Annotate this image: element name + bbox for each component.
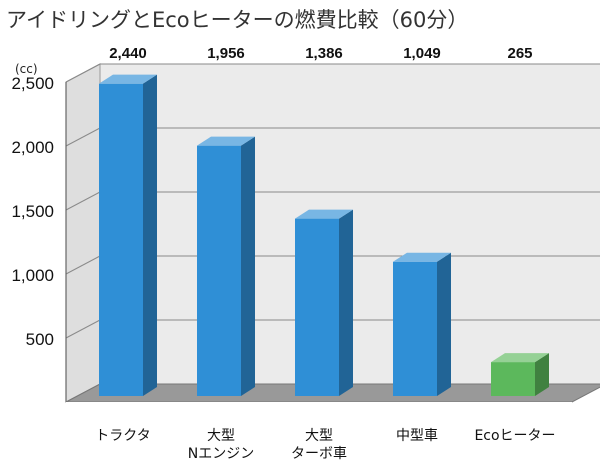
bar xyxy=(491,353,549,396)
x-tick-label: Nエンジン xyxy=(188,446,254,462)
gridline-side xyxy=(65,127,101,147)
y-tick-label: 2,000 xyxy=(11,138,54,157)
gridline-side xyxy=(65,63,101,83)
bar xyxy=(295,209,353,396)
y-tick-label: 500 xyxy=(26,330,54,349)
y-axis-unit-label: (cc) xyxy=(15,62,38,76)
bar-top xyxy=(491,353,549,363)
data-label: 1,386 xyxy=(305,45,343,62)
y-tick-label: 1,000 xyxy=(11,266,54,285)
y-axis-tick-labels: 500 1,000 1,500 2,000 2,500 xyxy=(11,74,54,349)
x-tick-label: 中型車 xyxy=(396,427,438,444)
bar-front xyxy=(295,218,339,396)
bar-top xyxy=(393,252,451,262)
y-tick-label: 1,500 xyxy=(11,202,54,221)
bars xyxy=(99,74,549,397)
bar-front xyxy=(197,145,241,396)
x-tick-label: Ecoヒーター xyxy=(474,428,555,444)
bar-side xyxy=(143,74,157,397)
bar-side xyxy=(241,136,255,396)
bar xyxy=(197,136,255,396)
y-tick-label: 2,500 xyxy=(11,74,54,93)
x-tick-label: 大型 xyxy=(207,428,235,444)
chart-title: アイドリングとEcoヒーターの燃費比較（60分） xyxy=(6,8,468,32)
bar-top xyxy=(197,136,255,146)
x-tick-label: 大型 xyxy=(305,428,333,444)
data-label: 2,440 xyxy=(109,45,147,62)
x-tick-label: ターボ車 xyxy=(291,445,347,462)
bar-front xyxy=(393,261,437,396)
data-label: 265 xyxy=(507,45,532,62)
bar xyxy=(393,252,451,396)
gridline-side xyxy=(65,255,101,275)
bar-side xyxy=(437,252,451,396)
x-tick-label: トラクタ xyxy=(95,428,150,444)
data-label: 1,956 xyxy=(207,45,245,62)
bar xyxy=(99,74,157,397)
floor-front xyxy=(66,402,572,422)
bar-top xyxy=(99,74,157,84)
bar-top xyxy=(295,209,353,219)
bar-front xyxy=(99,83,143,397)
bar-side xyxy=(339,209,353,396)
side-wall xyxy=(65,63,101,403)
bar-front xyxy=(491,362,535,396)
data-labels: 2,440 1,956 1,386 1,049 265 xyxy=(109,45,532,62)
gridline-side xyxy=(65,191,101,211)
gridline-side xyxy=(65,319,101,339)
data-label: 1,049 xyxy=(403,45,441,62)
bar-side xyxy=(535,353,549,396)
